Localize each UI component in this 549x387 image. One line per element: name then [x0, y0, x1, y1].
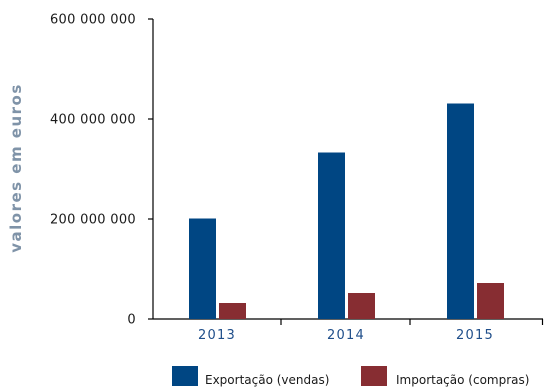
y-tick-label: 600 000 000: [50, 13, 136, 28]
bar-importacao-2015: [477, 283, 504, 319]
bar-importacao-2014: [348, 293, 375, 319]
y-tick-label: 200 000 000: [50, 213, 136, 228]
legend-swatch-exportacao: [172, 366, 198, 386]
bar-exportacao-2013: [189, 218, 216, 319]
x-tick-label: 2013: [198, 328, 236, 343]
bar-exportacao-2015: [447, 103, 474, 319]
x-tick-label: 2014: [327, 328, 365, 343]
y-tick-label: 0: [127, 313, 136, 328]
bars: [189, 103, 504, 319]
legend-swatch-importacao: [361, 366, 387, 386]
bar-importacao-2013: [219, 303, 246, 319]
axes: 0 200 000 000 400 000 000 600 000 000 2013 20…: [50, 13, 544, 343]
x-tick-label: 2015: [456, 328, 494, 343]
legend-label-importacao: Importação (compras): [396, 373, 529, 387]
bar-exportacao-2014: [318, 152, 345, 319]
y-axis-label: valores em euros: [7, 83, 25, 253]
y-tick-label: 400 000 000: [50, 113, 136, 128]
labels: valores em euros: [7, 83, 25, 253]
legend: Exportação (vendas) Importação (compras): [172, 366, 529, 387]
legend-label-exportacao: Exportação (vendas): [205, 373, 329, 387]
